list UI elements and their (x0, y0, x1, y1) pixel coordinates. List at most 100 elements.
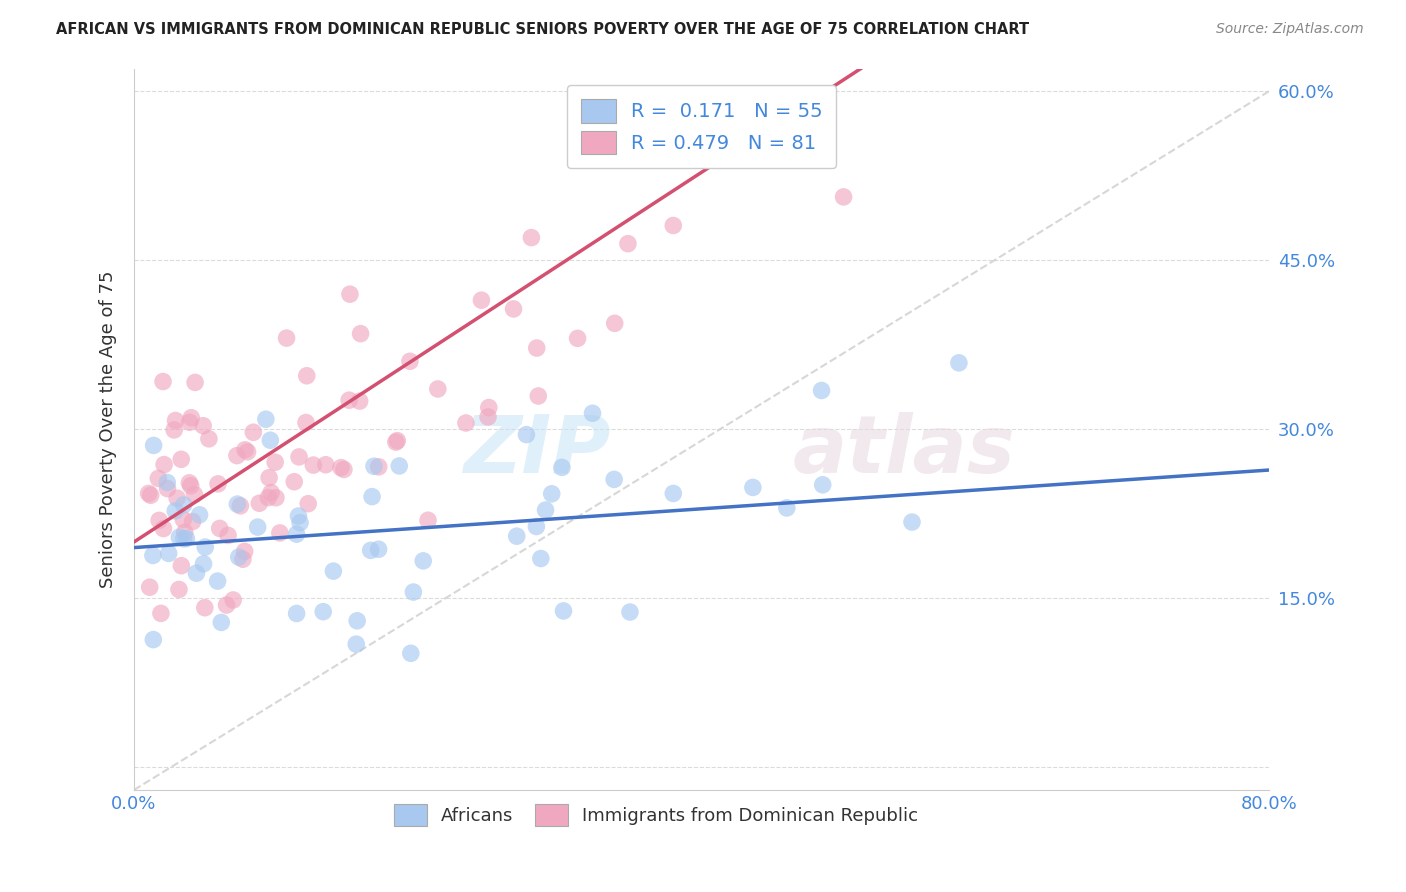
Point (170, 452, 193, 467)
Point (603, 472, 626, 486)
Point (385, 435, 408, 450)
Point (217, 528, 239, 542)
Point (173, 532, 195, 546)
Point (567, 331, 589, 345)
Text: Source: ZipAtlas.com: Source: ZipAtlas.com (1216, 22, 1364, 37)
Point (207, 574, 229, 588)
Point (138, 486, 160, 500)
Point (259, 434, 281, 448)
Point (315, 458, 337, 472)
Point (330, 460, 353, 475)
Point (194, 540, 217, 554)
Point (426, 382, 449, 396)
Point (152, 522, 174, 536)
Point (454, 416, 477, 430)
Point (662, 486, 685, 500)
Point (402, 585, 425, 599)
Point (553, 604, 575, 618)
Point (295, 368, 318, 383)
Y-axis label: Seniors Poverty Over the Age of 75: Seniors Poverty Over the Age of 75 (100, 270, 117, 588)
Point (194, 600, 217, 615)
Point (617, 236, 640, 251)
Point (257, 471, 280, 485)
Point (361, 490, 384, 504)
Point (254, 412, 277, 426)
Point (530, 551, 553, 566)
Point (339, 287, 361, 301)
Point (412, 554, 434, 568)
Point (285, 527, 308, 541)
Point (526, 519, 548, 533)
Point (142, 549, 165, 563)
Point (148, 513, 170, 527)
Point (619, 605, 641, 619)
Point (337, 393, 360, 408)
Point (776, 500, 799, 515)
Point (176, 532, 198, 546)
Point (184, 376, 207, 390)
Point (387, 434, 409, 448)
Point (232, 552, 254, 566)
Point (191, 418, 214, 433)
Point (367, 459, 389, 474)
Point (901, 515, 924, 529)
Point (520, 230, 543, 244)
Point (257, 491, 280, 505)
Point (603, 316, 626, 330)
Point (228, 550, 250, 565)
Point (193, 557, 215, 571)
Point (179, 475, 201, 490)
Point (662, 219, 685, 233)
Point (163, 423, 186, 437)
Point (264, 455, 287, 469)
Point (333, 462, 356, 476)
Point (142, 438, 165, 452)
Point (477, 409, 499, 424)
Point (367, 542, 389, 557)
Point (596, 152, 619, 166)
Point (288, 516, 311, 530)
Point (312, 605, 335, 619)
Point (534, 503, 557, 517)
Point (166, 491, 188, 506)
Point (208, 521, 231, 535)
Point (173, 498, 195, 512)
Point (183, 488, 205, 502)
Point (285, 607, 308, 621)
Point (388, 458, 411, 473)
Point (540, 487, 562, 501)
Point (153, 458, 176, 472)
Point (169, 530, 191, 544)
Point (344, 637, 367, 651)
Point (295, 416, 318, 430)
Point (148, 471, 170, 485)
Point (260, 485, 283, 500)
Point (515, 427, 537, 442)
Point (180, 479, 202, 493)
Point (215, 598, 238, 612)
Point (527, 389, 550, 403)
Point (152, 375, 174, 389)
Point (179, 415, 201, 429)
Point (247, 496, 270, 510)
Point (180, 410, 202, 425)
Point (186, 566, 208, 581)
Point (139, 488, 162, 502)
Point (264, 491, 287, 505)
Point (181, 515, 204, 529)
Point (478, 401, 501, 415)
Point (226, 449, 249, 463)
Text: ZIP: ZIP (464, 412, 610, 490)
Point (287, 508, 309, 523)
Point (269, 525, 291, 540)
Point (416, 513, 439, 527)
Point (149, 607, 172, 621)
Point (138, 580, 160, 594)
Point (173, 525, 195, 540)
Point (551, 460, 574, 475)
Point (156, 475, 179, 490)
Point (167, 582, 190, 597)
Point (233, 544, 256, 558)
Point (349, 394, 371, 409)
Point (209, 615, 232, 630)
